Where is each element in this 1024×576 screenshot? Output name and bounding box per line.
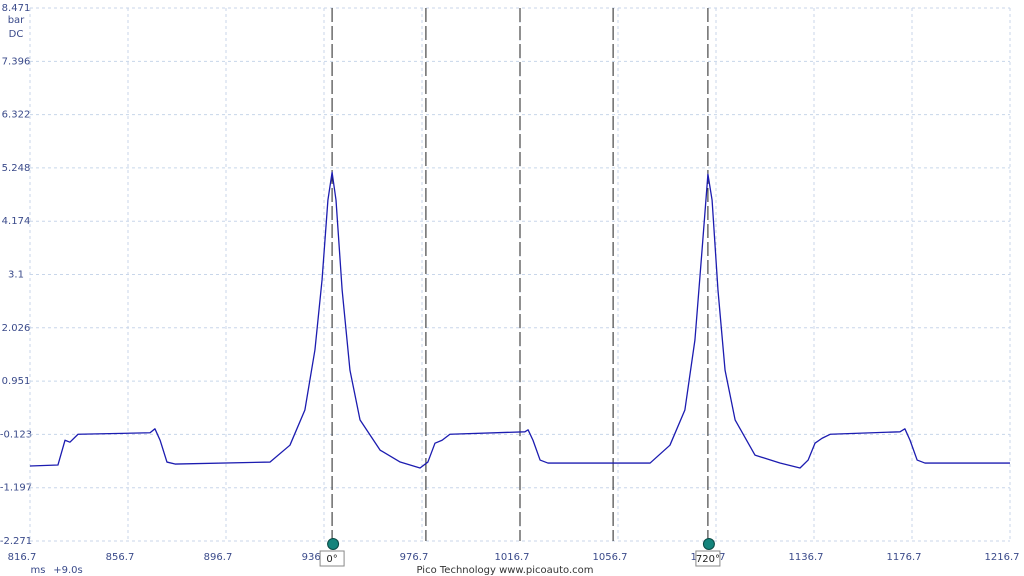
x-tick-label: 1176.7: [887, 552, 922, 563]
y-tick-label: 5.248: [2, 163, 31, 174]
y-tick-label: -2.271: [0, 536, 32, 547]
y-tick-label: 4.174: [2, 216, 31, 227]
coupling: DC: [9, 29, 24, 40]
x-tick-label: 1216.7: [985, 552, 1020, 563]
x-tick-label: 896.7: [204, 552, 233, 563]
y-tick-label: 2.026: [2, 323, 31, 334]
x-tick-label: 1056.7: [593, 552, 628, 563]
y-tick-label: -1.197: [0, 483, 32, 494]
x-offset: +9.0s: [53, 565, 83, 576]
ruler-handle: [327, 538, 340, 550]
y-tick-label: 0.951: [2, 376, 31, 387]
ruler-label-box: [319, 550, 345, 567]
y-tick-label: -0.123: [0, 429, 32, 440]
ruler-label: 720°: [696, 554, 720, 565]
x-tick-label: 856.7: [106, 552, 135, 563]
x-tick-label: 1136.7: [789, 552, 824, 563]
ruler-label-box: [695, 550, 721, 567]
waveform: [29, 171, 1010, 469]
x-tick-label: 1016.7: [495, 552, 530, 563]
x-tick-label: 976.7: [400, 552, 429, 563]
x-tick-label: 936.7: [302, 552, 331, 563]
y-tick-label: 6.322: [2, 110, 31, 121]
ruler-label: 0°: [326, 554, 337, 565]
y-tick-label: 3.1: [8, 270, 24, 281]
y-tick-label: 8.471: [2, 3, 31, 14]
x-unit: ms: [31, 565, 46, 576]
y-unit: bar: [8, 15, 25, 26]
x-tick-label: 816.7: [8, 552, 37, 563]
y-tick-label: 7.396: [2, 56, 31, 67]
footer: Pico Technology www.picoauto.com: [417, 565, 594, 576]
ruler-handle: [702, 538, 715, 550]
